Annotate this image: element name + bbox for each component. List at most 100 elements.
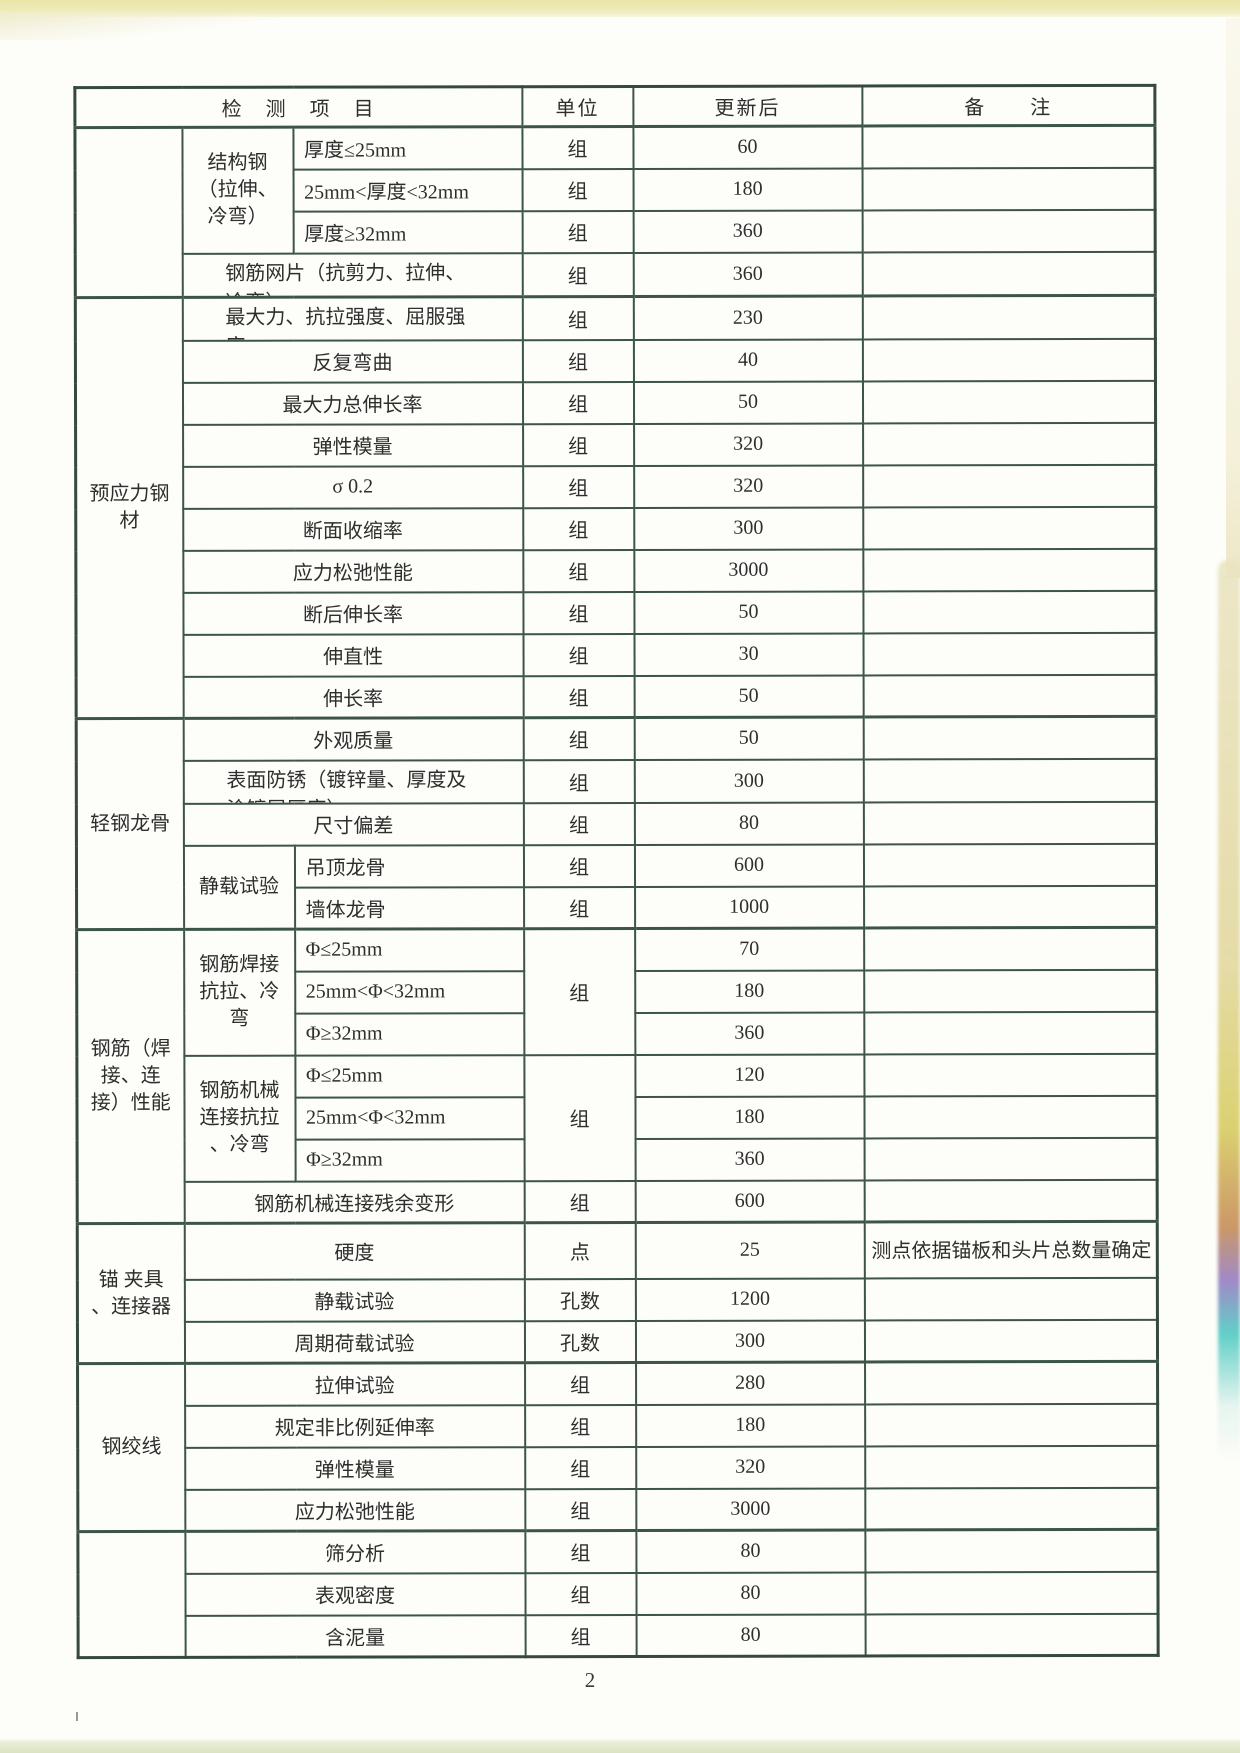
item-cell: 应力松弛性能 bbox=[182, 549, 523, 593]
item-cell: 伸直性 bbox=[183, 633, 524, 677]
remark-cell bbox=[862, 209, 1156, 252]
remark-cell bbox=[864, 1529, 1158, 1572]
header-value: 更新后 bbox=[632, 85, 862, 127]
item-cell: 筛分析 bbox=[184, 1530, 525, 1574]
scan-mark-tick bbox=[76, 1712, 78, 1721]
remark-cell bbox=[864, 1137, 1158, 1180]
item-cell: 反复弯曲 bbox=[182, 339, 523, 383]
item-cell: 静载试验 bbox=[184, 1278, 525, 1322]
value-cell: 320 bbox=[635, 1445, 865, 1489]
remark-cell bbox=[864, 1095, 1158, 1138]
group-cell: 钢绞线 bbox=[77, 1363, 185, 1532]
remark-cell bbox=[862, 294, 1156, 339]
remark-cell bbox=[861, 125, 1156, 168]
group-cell bbox=[77, 1531, 186, 1658]
group-cell: 钢筋（焊 接、连 接）性能 bbox=[76, 929, 185, 1224]
item-cell: 最大力总伸长率 bbox=[182, 381, 523, 425]
value-cell: 80 bbox=[635, 1571, 866, 1615]
unit-cell: 组 bbox=[524, 1180, 636, 1223]
subgroup-cell: 钢筋焊接 抗拉、冷 弯 bbox=[183, 929, 295, 1056]
unit-cell: 组 bbox=[522, 591, 635, 634]
unit-cell: 组 bbox=[522, 507, 634, 550]
value-cell: 230 bbox=[633, 295, 863, 340]
group-cell bbox=[74, 127, 183, 298]
scan-top-edge-band bbox=[0, 0, 1240, 40]
unit-cell: 组 bbox=[523, 675, 635, 718]
value-cell: 1000 bbox=[634, 885, 864, 929]
item-cell: 伸长率 bbox=[183, 675, 524, 719]
scan-right-edge-shadow bbox=[1226, 18, 1240, 578]
remark-cell bbox=[862, 338, 1156, 381]
item-cell: 吊顶龙骨 bbox=[294, 844, 524, 888]
unit-cell: 组 bbox=[522, 168, 634, 211]
remark-cell bbox=[864, 1361, 1158, 1404]
remark-cell bbox=[862, 167, 1156, 210]
value-cell: 280 bbox=[635, 1361, 865, 1405]
remark-cell bbox=[864, 1571, 1159, 1614]
remark-cell bbox=[863, 969, 1157, 1012]
unit-cell: 组 bbox=[522, 339, 634, 382]
item-cell: σ 0.2 bbox=[182, 465, 523, 509]
value-cell: 360 bbox=[633, 209, 863, 253]
item-cell: 钢筋网片（抗剪力、拉伸、冷弯） bbox=[182, 252, 523, 297]
subgroup-cell: 静载试验 bbox=[183, 845, 295, 930]
item-cell: 墙体龙骨 bbox=[294, 886, 524, 930]
value-cell: 1200 bbox=[635, 1277, 865, 1321]
remark-cell bbox=[864, 1277, 1158, 1320]
unit-cell: 组 bbox=[525, 1614, 637, 1657]
item-cell: 表面防锈（镀锌量、厚度及涂镀层厚度） bbox=[183, 759, 524, 804]
value-cell: 30 bbox=[634, 632, 864, 676]
unit-cell: 组 bbox=[522, 210, 634, 253]
unit-cell: 组 bbox=[524, 1530, 636, 1573]
remark-cell bbox=[862, 506, 1156, 549]
unit-cell: 组 bbox=[523, 886, 635, 929]
unit-cell: 组 bbox=[522, 549, 634, 592]
remark-cell bbox=[863, 801, 1157, 844]
unit-cell: 组 bbox=[524, 1572, 637, 1615]
unit-cell: 组 bbox=[522, 295, 634, 340]
value-cell: 300 bbox=[634, 758, 864, 803]
remark-cell bbox=[864, 1403, 1158, 1446]
item-cell: 规定非比例延伸率 bbox=[184, 1404, 525, 1448]
remark-cell bbox=[862, 422, 1156, 465]
remark-cell bbox=[862, 464, 1156, 507]
item-cell: 应力松弛性能 bbox=[184, 1488, 525, 1532]
value-cell: 600 bbox=[635, 1179, 865, 1223]
value-cell: 360 bbox=[635, 1137, 865, 1181]
subgroup-cell: 钢筋机械 连接抗拉 、冷弯 bbox=[183, 1055, 296, 1182]
remark-cell bbox=[865, 1613, 1159, 1656]
remark-cell bbox=[863, 632, 1157, 675]
remark-cell bbox=[864, 1179, 1158, 1222]
value-cell: 180 bbox=[633, 167, 863, 211]
remark-cell bbox=[863, 1011, 1157, 1054]
unit-cell: 组 bbox=[521, 126, 634, 169]
unit-cell: 组 bbox=[524, 1404, 636, 1447]
value-cell: 50 bbox=[633, 380, 863, 424]
remark-cell bbox=[863, 843, 1157, 886]
item-cell: Φ≤25mm bbox=[294, 928, 524, 972]
group-cell: 轻钢龙骨 bbox=[76, 718, 184, 930]
value-cell: 60 bbox=[632, 125, 863, 169]
item-cell: 断后伸长率 bbox=[182, 591, 524, 635]
unit-cell: 组 bbox=[522, 423, 634, 466]
item-cell: 硬度 bbox=[184, 1222, 525, 1280]
item-cell: 最大力、抗拉强度、屈服强度 bbox=[182, 296, 523, 341]
remark-cell bbox=[864, 1319, 1158, 1362]
unit-cell: 孔数 bbox=[524, 1278, 636, 1321]
value-cell: 3000 bbox=[635, 1487, 865, 1531]
remark-cell bbox=[864, 1445, 1158, 1488]
item-cell: 25mm<Φ<32mm bbox=[294, 970, 524, 1014]
value-cell: 70 bbox=[634, 927, 864, 971]
value-cell: 180 bbox=[634, 969, 864, 1013]
header-item: 检 测 项 目 bbox=[74, 86, 522, 128]
unit-cell: 组 bbox=[523, 928, 635, 1055]
item-cell: 弹性模量 bbox=[184, 1446, 525, 1490]
item-cell: 钢筋机械连接残余变形 bbox=[184, 1180, 525, 1224]
item-cell: 断面收缩率 bbox=[182, 507, 523, 551]
item-cell: 尺寸偏差 bbox=[183, 802, 524, 846]
value-cell: 120 bbox=[634, 1053, 865, 1097]
unit-cell: 组 bbox=[523, 1054, 636, 1181]
unit-cell: 组 bbox=[522, 381, 634, 424]
item-cell: 25mm<Φ<32mm bbox=[294, 1096, 525, 1140]
